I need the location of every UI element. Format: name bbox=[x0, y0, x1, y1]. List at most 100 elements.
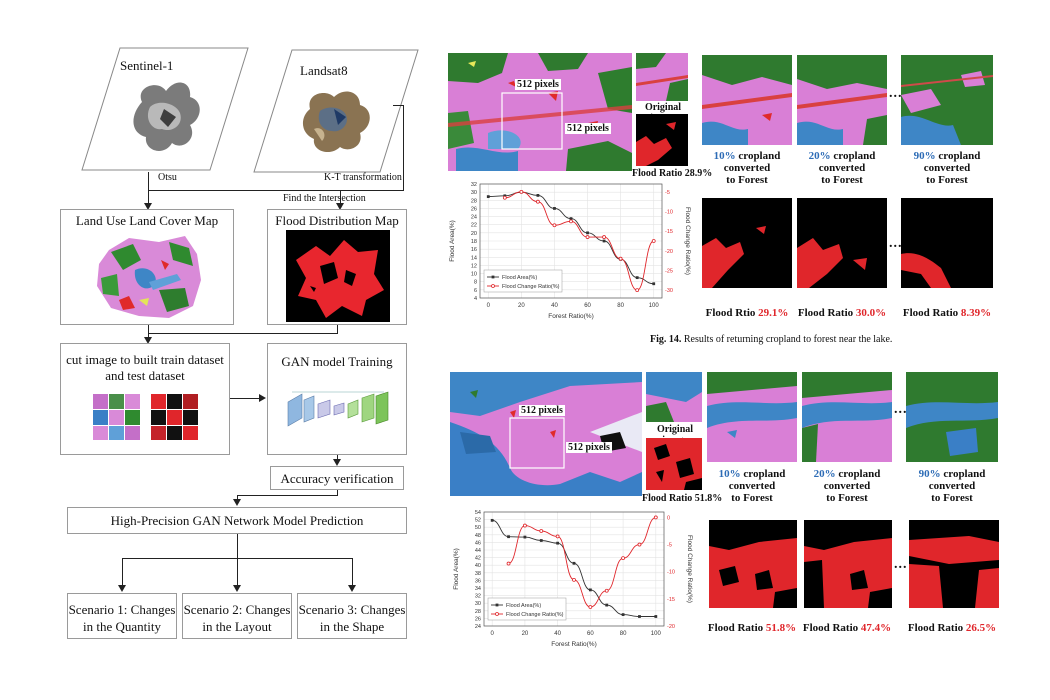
connector-to-accuracy bbox=[337, 455, 338, 460]
fig15-pixels-side: 512 pixels bbox=[566, 442, 612, 453]
fig14-conv-text-20b: converted bbox=[818, 162, 866, 174]
scenario-2-box: Scenario 2: Changes in the Layout bbox=[182, 593, 292, 639]
fig14-chart-y2-axis-label: Flood Change Ratio(%) bbox=[684, 207, 691, 275]
fig15-chart-series-point-0 bbox=[507, 535, 510, 539]
fig14-pixels-side: 512 pixels bbox=[565, 123, 611, 134]
fig15-conv-text-90c: to Forest bbox=[931, 492, 973, 504]
fig15-chart-legend-box bbox=[487, 597, 567, 621]
fig14-original-ratio: Flood Ratio 28.9% bbox=[632, 168, 713, 179]
fig15-chart-legend-label-0: Flood Area(%) bbox=[506, 603, 541, 609]
sentinel-label: Sentinel-1 bbox=[120, 58, 174, 73]
fig15-chart-series-point-1 bbox=[555, 534, 560, 539]
fig15-conv-pct-90: 90% bbox=[918, 468, 941, 480]
fig14-conv-text-10a: cropland bbox=[738, 150, 781, 162]
fig14-flood-90 bbox=[901, 198, 993, 288]
fig14-chart-series-point-1 bbox=[602, 235, 606, 239]
fig14-chart-y-tick-label: 32 bbox=[471, 182, 477, 188]
fig15-chart-series-point-0 bbox=[638, 615, 641, 618]
landsat-parallelogram bbox=[253, 49, 419, 173]
fig15-main-image bbox=[450, 372, 642, 496]
dataset-title-1: cut image to built train dataset bbox=[66, 352, 224, 367]
fig14-conv-10 bbox=[702, 55, 792, 145]
fig14-chart-series-point-0 bbox=[602, 239, 606, 243]
fig15-chart-x-axis-label: Forest Ratio(%) bbox=[551, 641, 597, 648]
fig14-chart-y2-tick-label: -30 bbox=[665, 288, 673, 294]
fig14-conv-text-10b: converted bbox=[723, 162, 771, 174]
fig15-chart-plot-frame bbox=[483, 511, 665, 627]
fig14-main-image bbox=[448, 53, 632, 171]
fig15-chart-series-point-0 bbox=[539, 539, 543, 542]
accuracy-title: Accuracy verification bbox=[280, 471, 394, 486]
fig15-ratio-90-prefix: Flood Ratio bbox=[907, 622, 964, 634]
fig15-chart-y-tick-label: 36 bbox=[475, 578, 481, 584]
connector-join bbox=[148, 190, 404, 191]
dataset-box: cut image to built train dataset and tes… bbox=[60, 343, 230, 455]
fig15-chart-series-point-0 bbox=[654, 615, 658, 618]
flood-map-box: Flood Distribution Map bbox=[267, 209, 407, 325]
fig14-original-flood bbox=[636, 114, 688, 166]
fig14-ratio-90-prefix: Flood Ratio bbox=[902, 307, 959, 319]
fig15-chart-series-point-0 bbox=[605, 603, 609, 607]
fig14-chart-y-tick-label: 8 bbox=[474, 280, 477, 286]
fig14-conv-text-90b: converted bbox=[923, 162, 971, 174]
label-tiles bbox=[151, 394, 199, 440]
scenario-2-line2: in the Layout bbox=[202, 619, 272, 634]
fig15-chart-series-point-0 bbox=[572, 561, 576, 565]
fig15-conv-text-90a: cropland bbox=[943, 468, 986, 480]
fig14-chart-y-tick-label: 24 bbox=[471, 215, 477, 221]
fig15-conv-text-20a: cropland bbox=[838, 468, 881, 480]
fig15-pixels-top: 512 pixels bbox=[519, 405, 565, 416]
fig14-chart-series-point-0 bbox=[553, 207, 556, 210]
train-tiles bbox=[93, 394, 141, 440]
fig15-conv-text-10a: cropland bbox=[743, 468, 786, 480]
fig14-chart-legend-label-0: Flood Area(%) bbox=[502, 275, 537, 281]
fig15-chart-y2-tick-label: -20 bbox=[667, 624, 675, 630]
scenario-3-line1: Scenario 3: Changes bbox=[298, 602, 406, 617]
fig15-chart-y-tick-label: 44 bbox=[475, 548, 481, 554]
fig15-original-flood bbox=[646, 438, 702, 490]
fig15-conv-10 bbox=[707, 372, 797, 462]
fig14-chart-series-point-1 bbox=[585, 235, 590, 239]
fig15-chart-y-tick-label: 54 bbox=[475, 510, 481, 516]
fig15-conv-text-10b: converted bbox=[728, 480, 776, 492]
fig15-chart-y-tick-label: 40 bbox=[475, 563, 481, 569]
fig14-chart-y-tick-label: 26 bbox=[471, 206, 477, 212]
fig14-chart-y-tick-label: 30 bbox=[471, 190, 477, 196]
fig14-chart-x-tick-label: 100 bbox=[649, 303, 660, 309]
fig14-chart-y2-tick-label: -15 bbox=[665, 229, 673, 235]
fig15-chart-x-tick-label: 80 bbox=[620, 631, 627, 637]
fig14-original-image bbox=[636, 53, 688, 101]
fig15-chart-y2-axis-label: Flood Change Ratio(%) bbox=[686, 535, 693, 603]
fig15-chart-x-tick-label: 100 bbox=[651, 631, 662, 637]
fig15-chart-y-tick-label: 34 bbox=[475, 586, 481, 592]
fig14-chart-x-tick-label: 20 bbox=[518, 303, 525, 309]
fig14-chart-series-point-1 bbox=[536, 199, 540, 204]
lulc-box: Land Use Land Cover Map bbox=[60, 209, 234, 325]
arrow-to-prediction bbox=[233, 499, 241, 506]
fig15-conv-label-20: 20% cropland converted to Forest bbox=[802, 468, 892, 504]
fig15-chart-y2-tick-label: -15 bbox=[667, 597, 675, 603]
connector-s3 bbox=[352, 558, 353, 586]
fig14-chart-y-axis-label: Flood Area(%) bbox=[449, 220, 456, 262]
fig14-chart-y-tick-label: 6 bbox=[474, 288, 477, 294]
arrow-to-accuracy bbox=[333, 459, 341, 466]
arrow-to-gan bbox=[259, 394, 266, 402]
fig15-chart-x-tick-label: 0 bbox=[491, 631, 495, 637]
fig14-chart-y2-tick-label: -5 bbox=[665, 190, 670, 196]
scenario-1-line1: Scenario 1: Changes bbox=[68, 602, 176, 617]
fig14-chart-y-tick-label: 28 bbox=[471, 198, 477, 204]
fig14-chart-y2-tick-label: -10 bbox=[665, 210, 673, 216]
fig14-chart-legend-label-1: Flood Change Ratio(%) bbox=[502, 284, 560, 290]
fig15-flood-20 bbox=[804, 520, 892, 608]
fig14-chart-series-line-1 bbox=[504, 191, 654, 291]
scenario-1-box: Scenario 1: Changes in the Quantity bbox=[67, 593, 177, 639]
fig15-ratio-10: Flood Ratio 51.8% bbox=[707, 622, 797, 634]
dataset-title-2: and test dataset bbox=[105, 368, 185, 383]
fig14-chart-x-axis-label: Forest Ratio(%) bbox=[548, 313, 594, 320]
fig14-chart-series-point-1 bbox=[651, 239, 656, 243]
fig15-chart-series-point-1 bbox=[637, 542, 642, 547]
fig15-ratio-10-prefix: Flood Ratio bbox=[707, 622, 764, 634]
gan-training-title: GAN model Training bbox=[281, 354, 393, 369]
fig14-chart-y-tick-label: 14 bbox=[471, 255, 477, 261]
fig14-conv-pct-20: 20% bbox=[808, 150, 831, 162]
